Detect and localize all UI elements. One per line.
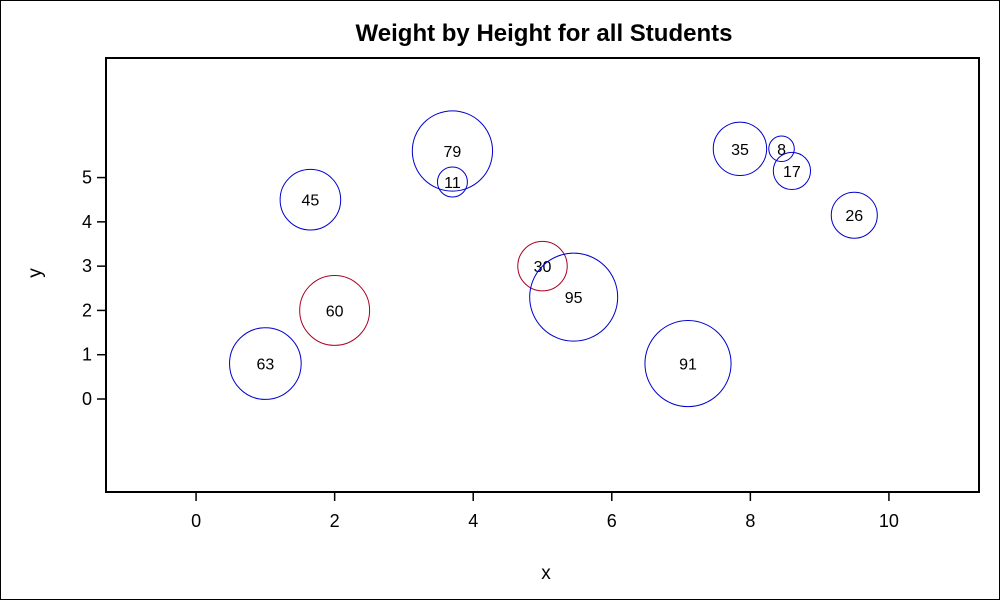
bubble-11: [830, 191, 878, 239]
bubble-1: [279, 168, 342, 231]
bubble-label-1: 45: [301, 193, 319, 210]
bubble-label-8: 35: [731, 142, 749, 159]
bubble-label-7: 91: [679, 357, 697, 374]
x-tick-label-4: 8: [745, 511, 755, 531]
bubble-2: [299, 274, 371, 346]
bubble-6: [529, 252, 619, 342]
bubble-label-0: 63: [256, 357, 274, 374]
chart-title: Weight by Height for all Students: [356, 20, 733, 47]
bubble-8: [712, 121, 768, 176]
y-tick-label-5: 5: [82, 168, 92, 188]
bubble-label-11: 26: [845, 208, 863, 225]
bubble-label-9: 8: [777, 142, 786, 159]
y-tick-label-0: 0: [82, 389, 92, 409]
x-tick-label-0: 0: [191, 511, 201, 531]
y-tick-label-1: 1: [82, 345, 92, 365]
y-tick-label-2: 2: [82, 300, 92, 320]
x-tick-label-1: 2: [330, 511, 340, 531]
bubble-10: [772, 151, 812, 191]
bubble-label-4: 11: [444, 175, 461, 192]
bubble-7: [644, 320, 732, 408]
y-tick-label-4: 4: [82, 212, 92, 232]
bubble-9: [768, 135, 795, 163]
y-tick-label-3: 3: [82, 256, 92, 276]
bubble-4: [436, 166, 468, 198]
x-axis: 0 2 4 6 8 10: [191, 492, 899, 531]
bubble-label-10: 17: [783, 164, 801, 181]
x-tick-label-3: 6: [607, 511, 617, 531]
plot-area: [105, 57, 980, 493]
y-axis-label: y: [25, 268, 46, 278]
y-axis: 0 1 2 3 4 5: [82, 168, 106, 409]
x-tick-label-5: 10: [879, 511, 899, 531]
x-tick-label-2: 4: [468, 511, 478, 531]
bubble-label-3: 79: [444, 144, 462, 161]
bubble-label-2: 60: [326, 303, 344, 320]
bubble-3: [411, 110, 494, 192]
x-axis-label: x: [541, 563, 551, 584]
bubble-0: [229, 327, 302, 400]
bubble-5: [517, 240, 568, 292]
bubble-label-6: 95: [565, 290, 583, 307]
